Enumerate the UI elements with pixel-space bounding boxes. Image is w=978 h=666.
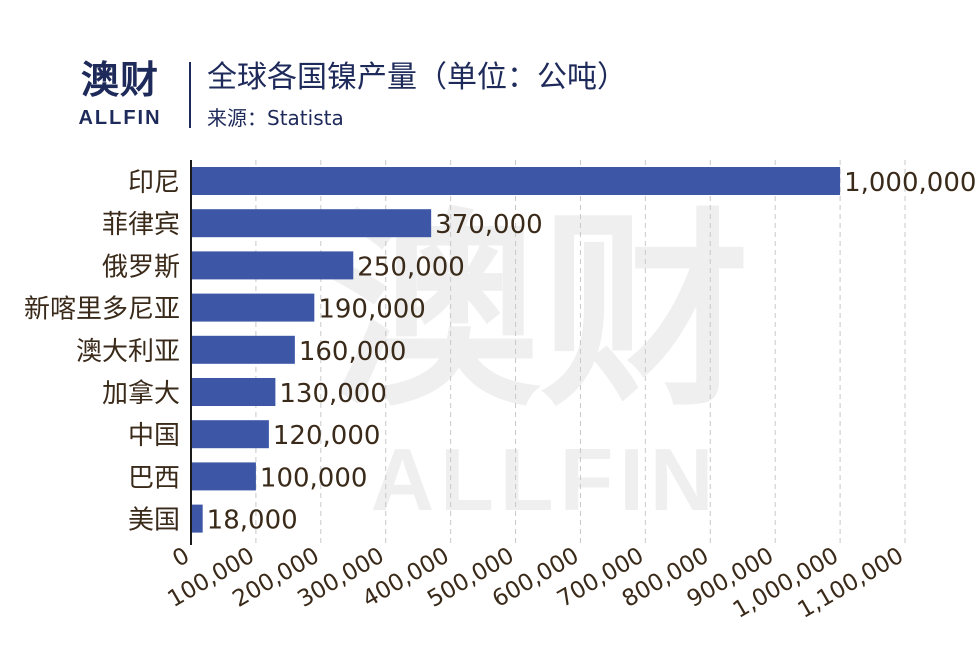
value-label: 130,000: [279, 379, 387, 409]
bar: [191, 462, 256, 491]
bar: [191, 293, 315, 322]
category-label: 菲律宾: [102, 210, 180, 240]
bars: [191, 167, 841, 533]
category-label: 中国: [128, 421, 180, 451]
bar: [191, 167, 841, 195]
logo-chinese-text: 澳财: [80, 58, 159, 102]
bar: [191, 251, 354, 280]
category-label: 俄罗斯: [102, 252, 180, 282]
value-labels: 1,000,000 370,000 250,000 190,000 160,000 130…: [207, 168, 977, 536]
brand-logo: 澳财 ALLFIN: [64, 58, 176, 132]
bar: [191, 209, 432, 238]
value-label: 120,000: [273, 421, 381, 451]
x-tick-label: 0: [168, 543, 194, 573]
value-label: 250,000: [357, 252, 465, 282]
logo-english-text: ALLFIN: [78, 107, 162, 129]
header-divider: [189, 62, 191, 128]
category-label: 新喀里多尼亚: [24, 295, 180, 325]
value-label: 160,000: [299, 337, 407, 367]
category-label: 巴西: [128, 463, 180, 493]
chart-source: 来源：Statista: [207, 106, 344, 130]
value-label: 190,000: [318, 295, 426, 325]
value-label: 100,000: [260, 463, 368, 493]
value-label: 370,000: [435, 210, 543, 240]
value-label: 18,000: [207, 506, 298, 536]
bar: [191, 504, 203, 533]
value-label: 1,000,000: [844, 168, 976, 198]
bar: [191, 420, 269, 449]
x-tick-labels: 0100,000200,000300,000400,000500,000600,…: [164, 543, 908, 624]
category-label: 加拿大: [102, 379, 180, 409]
bar: [191, 335, 295, 364]
category-label: 澳大利亚: [76, 337, 180, 367]
category-label: 美国: [128, 506, 180, 536]
watermark-english: ALLFIN: [371, 430, 720, 529]
category-label: 印尼: [128, 168, 180, 198]
bar: [191, 378, 276, 406]
chart-title: 全球各国镍产量（单位：公吨）: [207, 60, 627, 95]
